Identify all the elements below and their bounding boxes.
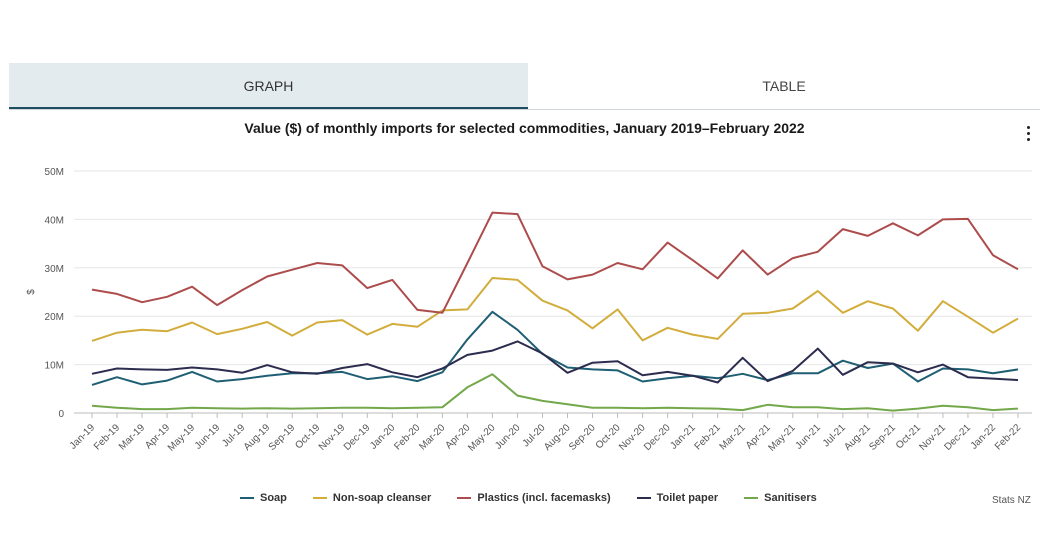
tab-bar: GRAPH TABLE	[9, 63, 1040, 110]
tab-table[interactable]: TABLE	[762, 78, 806, 94]
x-tick-label: Feb-21	[693, 422, 723, 452]
legend-swatch	[744, 497, 759, 499]
legend-swatch	[312, 497, 327, 499]
legend-swatch	[636, 497, 651, 499]
x-tick-label: May-20	[466, 422, 498, 454]
legend-item[interactable]: Non-soap cleanser	[312, 492, 432, 504]
x-tick-label: Sep-21	[867, 422, 898, 453]
legend-swatch	[457, 497, 472, 499]
x-tick-label: Aug-19	[242, 422, 273, 453]
y-tick-label: 10M	[45, 361, 64, 372]
legend-item[interactable]: Plastics (incl. facemasks)	[457, 492, 611, 504]
legend-item[interactable]: Soap	[240, 492, 287, 504]
x-tick-label: Nov-20	[617, 422, 648, 453]
x-tick-label: Aug-21	[842, 422, 873, 453]
legend-item[interactable]: Toilet paper	[636, 492, 719, 504]
x-tick-label: Mar-20	[417, 422, 447, 452]
x-tick-label: Nov-21	[917, 422, 948, 453]
legend-label: Toilet paper	[656, 492, 719, 504]
x-tick-label: Feb-20	[392, 422, 422, 452]
x-tick-label: Feb-19	[92, 422, 122, 452]
chart-source: Stats NZ	[992, 495, 1031, 506]
x-tick-label: Mar-21	[718, 422, 748, 452]
x-tick-label: Jan-21	[668, 422, 698, 452]
x-tick-label: Dec-19	[342, 422, 373, 453]
y-axis-label: $	[26, 289, 37, 295]
x-tick-label: May-19	[166, 422, 198, 454]
series-line-sanitisers	[91, 373, 1019, 412]
chart-legend: Soap Non-soap cleanser Plastics (incl. fac…	[240, 492, 843, 504]
x-tick-label: Dec-20	[642, 422, 673, 453]
x-tick-label: Sep-20	[567, 422, 598, 453]
x-tick-label: Jun-21	[794, 422, 824, 452]
y-tick-label: 30M	[45, 264, 64, 275]
x-tick-label: Sep-19	[267, 422, 298, 453]
x-tick-label: Feb-22	[993, 422, 1023, 452]
x-tick-label: Mar-19	[117, 422, 147, 452]
legend-label: Soap	[260, 492, 287, 504]
legend-label: Plastics (incl. facemasks)	[477, 492, 611, 504]
series-line-non-soap-cleanser	[91, 277, 1019, 342]
x-tick-label: Jun-20	[493, 422, 523, 452]
more-options-icon[interactable]	[1022, 124, 1034, 144]
legend-swatch	[240, 497, 254, 499]
x-tick-label: Jun-19	[193, 422, 223, 452]
y-tick-label: 50M	[45, 167, 64, 178]
series-line-toilet-paper	[91, 340, 1019, 384]
legend-item[interactable]: Sanitisers	[744, 492, 817, 504]
series-line-plastics-incl-facemasks	[91, 211, 1019, 314]
x-tick-label: Dec-21	[942, 422, 973, 453]
x-tick-label: Jan-19	[68, 422, 98, 452]
y-tick-label: 20M	[45, 312, 64, 323]
x-tick-label: Nov-19	[317, 422, 348, 453]
legend-label: Sanitisers	[764, 492, 817, 504]
x-tick-label: Jan-20	[368, 422, 398, 452]
x-tick-label: May-21	[767, 422, 799, 454]
series-line-soap	[91, 310, 1019, 386]
x-tick-label: Aug-20	[542, 422, 573, 453]
tab-graph[interactable]: GRAPH	[9, 63, 528, 109]
x-tick-label: Jan-22	[969, 422, 999, 452]
y-tick-label: 40M	[45, 215, 64, 226]
y-tick-label: 0	[58, 409, 64, 420]
legend-label: Non-soap cleanser	[332, 492, 432, 504]
chart-title: Value ($) of monthly imports for selecte…	[244, 120, 805, 136]
line-chart: 010M20M30M40M50M$Jan-19Feb-19Mar-19Apr-1…	[26, 167, 1032, 454]
